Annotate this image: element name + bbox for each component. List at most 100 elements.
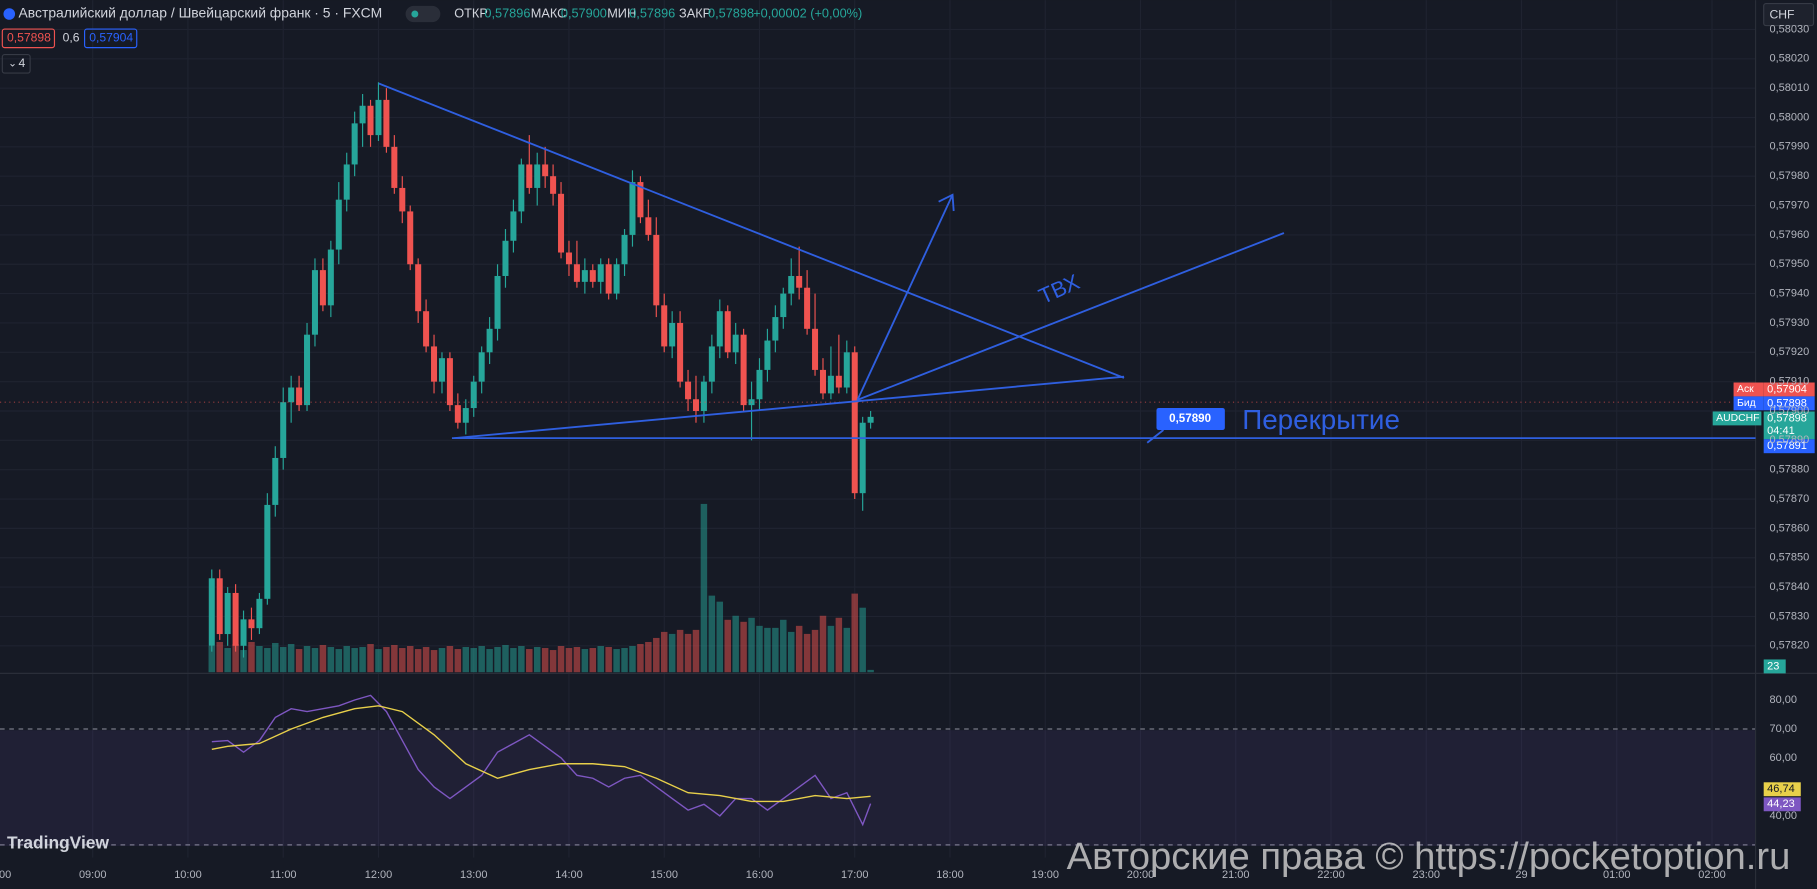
y-tick-label: 0,57820 [1769,640,1809,652]
candle-body [740,334,747,406]
x-tick-label: 12:00 [365,869,393,881]
volume-bar [446,646,454,673]
low-value: 0,57896 [629,5,675,20]
low-label: МИН [607,5,636,20]
rsi-line [211,694,872,827]
volume-bar [406,646,414,673]
candle-body [280,402,287,458]
y-tick-label: 0,57860 [1769,522,1809,534]
volume-bar [835,617,843,673]
y-tick-label: 0,57990 [1769,141,1809,153]
ask-tag [1733,382,1764,397]
candle-body [621,234,628,265]
y-tick-label: 0,58020 [1769,53,1809,65]
rsi-band-fill [0,730,1756,847]
overlap-label: Перекрытие [1242,404,1400,435]
volume-bar [668,633,676,673]
candle-body [550,176,557,194]
candle-body [645,217,652,235]
rsi-box [1763,797,1801,812]
y-tick-label: 0,57960 [1769,229,1809,241]
x-tick-label: 14:00 [555,869,583,881]
grid [0,0,1756,858]
rsi-tick-label: 40,00 [1769,810,1797,822]
candle-body [486,328,493,353]
candle-body [335,199,342,250]
line-box [1763,439,1815,454]
ask-price: 0,57904 [1767,383,1807,395]
volume-bar [343,646,350,673]
sell-price[interactable]: 0,57898 [7,31,51,45]
x-tick-label: 08:00 [0,869,11,881]
candle-body [272,457,279,505]
change-value: +0,00002 (+0,00%) [753,5,862,20]
volume-bar [470,648,477,673]
close-value: 0,57898 [708,5,754,20]
volume-bar [740,621,747,673]
trendline-upper [378,82,1125,379]
x-tick-label: 21:00 [1222,869,1250,881]
trendline-entry [857,232,1285,401]
arrow-head [938,193,955,212]
plot [208,82,874,827]
volume-bar [732,615,739,673]
candle-body [232,592,239,646]
trendline-lower [454,375,1125,440]
currency-label[interactable]: CHF [1769,7,1794,21]
x-tick-label: 17:00 [841,869,869,881]
buy-price[interactable]: 0,57904 [89,31,133,45]
y-tick-label: 0,57910 [1769,376,1809,388]
volume-bar [375,649,382,673]
indicator-toggle[interactable] [1,53,31,74]
volume-bar [327,647,335,673]
candle-body [502,240,509,276]
candle-body [407,211,414,265]
rsi-tick-label: 80,00 [1769,694,1797,706]
x-tick-label: 29 [1515,869,1527,881]
y-tick-label: 0,57920 [1769,346,1809,358]
rsi-ma-value: 46,74 [1767,783,1795,795]
candle-body [764,340,771,370]
volume-bar [367,643,374,673]
rsi-tick-label: 60,00 [1769,752,1797,764]
sell-box[interactable] [1,28,56,49]
x-tick-label: 02:00 [1698,869,1726,881]
volume-bar [787,631,795,673]
high-label: МАКС [531,5,567,20]
volume-box [1763,659,1786,674]
indicator-count[interactable]: 4 [19,56,26,70]
candle-body [454,405,461,423]
candle-body [867,416,874,423]
candle-body [288,387,295,403]
volume-bar [486,649,493,673]
volume-bar [851,593,858,673]
bid-price: 0,57898 [1767,397,1807,409]
candle-body [518,164,525,212]
status-dot [411,10,419,18]
watermark: Авторские права © https://pocketoption.r… [1067,835,1791,878]
volume-bar [248,641,255,673]
candle-body [692,399,699,411]
candle-body [248,619,255,629]
candle-body [343,164,350,200]
volume-bar [279,647,287,673]
volume-bar [295,649,303,673]
candle-body [597,264,604,282]
open-value: 0,57896 [484,5,530,20]
rsi-tick-label: 70,00 [1769,723,1797,735]
candle-body [851,352,858,494]
candle-body [208,578,215,646]
line-price: 0,57891 [1767,440,1807,452]
currency-select[interactable] [1763,2,1815,27]
candle-body [788,275,795,294]
volume-bar [502,644,509,673]
buy-box[interactable] [84,28,138,49]
candle-body [780,293,787,318]
volume-bar [772,627,779,673]
chevron[interactable]: ⌄ [8,59,17,70]
x-tick-label: 23:00 [1412,869,1440,881]
volume-bar [748,617,755,673]
volume-bar [827,625,835,673]
candle-body [526,164,533,188]
